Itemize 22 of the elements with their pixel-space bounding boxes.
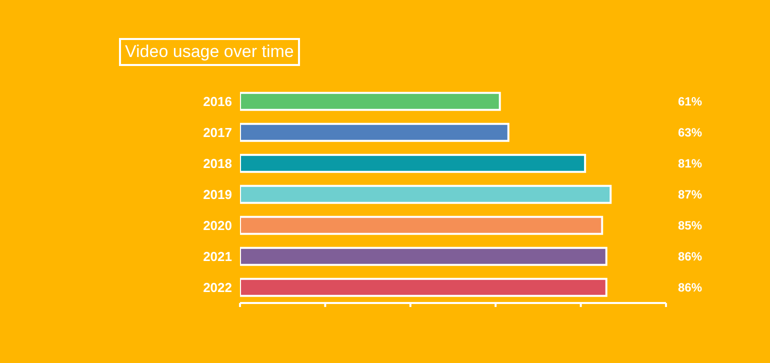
y-tick-label: 2018 xyxy=(203,156,232,172)
bar xyxy=(240,246,608,266)
data-label: 87% xyxy=(678,188,702,202)
y-tick-label: 2020 xyxy=(203,218,232,234)
data-label: 81% xyxy=(678,156,702,171)
y-tick-label: 2022 xyxy=(203,280,232,296)
data-label: 61% xyxy=(678,94,702,109)
y-tick-label: 2017 xyxy=(203,125,232,140)
chart-title: Video usage over time xyxy=(119,38,300,66)
data-label: 86% xyxy=(678,250,702,264)
bar xyxy=(240,92,501,111)
y-tick-label: 2021 xyxy=(203,249,232,264)
y-tick-label: 2016 xyxy=(203,94,232,110)
bar xyxy=(240,278,608,297)
y-tick-label: 2019 xyxy=(203,187,232,202)
bar xyxy=(240,184,612,204)
bar xyxy=(240,122,510,142)
bar xyxy=(240,216,604,235)
data-label: 63% xyxy=(678,126,702,140)
data-label: 86% xyxy=(678,280,702,295)
data-label: 85% xyxy=(678,218,702,233)
bar xyxy=(240,154,586,173)
